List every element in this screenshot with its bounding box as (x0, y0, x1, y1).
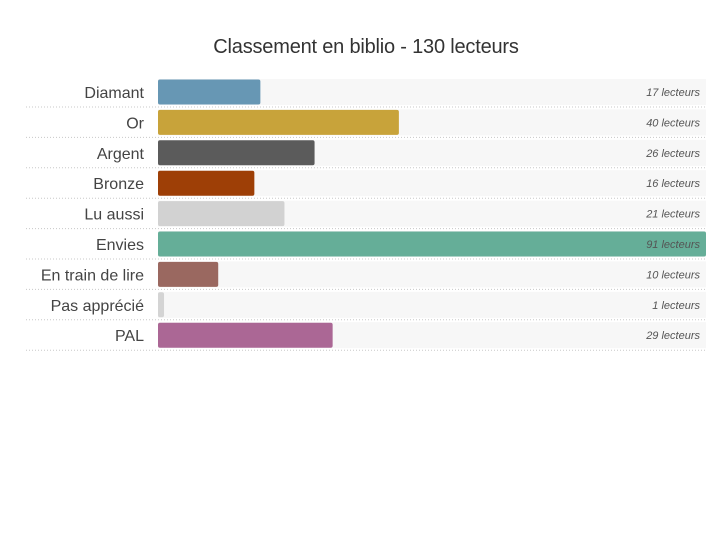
category-label: Pas apprécié (51, 298, 144, 315)
value-label: 16 lecteurs (646, 178, 700, 190)
value-label: 91 lecteurs (646, 239, 700, 251)
bar-track (158, 261, 706, 288)
category-label: PAL (115, 328, 144, 345)
chart-title: Classement en biblio - 130 lecteurs (213, 36, 519, 58)
bar (158, 140, 315, 166)
bar (158, 79, 261, 105)
bar (158, 231, 706, 257)
value-label: 10 lecteurs (646, 269, 700, 281)
category-label: Bronze (93, 176, 144, 193)
bar (158, 170, 255, 196)
category-label: En train de lire (41, 267, 144, 284)
category-label: Diamant (84, 85, 144, 102)
value-label: 29 lecteurs (645, 330, 700, 342)
value-label: 17 lecteurs (646, 87, 700, 99)
value-label: 40 lecteurs (646, 117, 700, 129)
value-label: 21 lecteurs (645, 209, 700, 221)
category-label: Or (126, 115, 144, 132)
value-label: 26 lecteurs (645, 148, 700, 160)
category-label: Envies (96, 237, 144, 254)
bar-track (158, 291, 706, 318)
bar (158, 201, 285, 227)
bar (158, 109, 399, 135)
value-label: 1 lecteurs (652, 300, 700, 312)
category-label: Argent (97, 146, 145, 163)
bar (158, 322, 333, 348)
category-label: Lu aussi (84, 207, 144, 224)
bar (158, 292, 165, 318)
bar (158, 261, 219, 287)
